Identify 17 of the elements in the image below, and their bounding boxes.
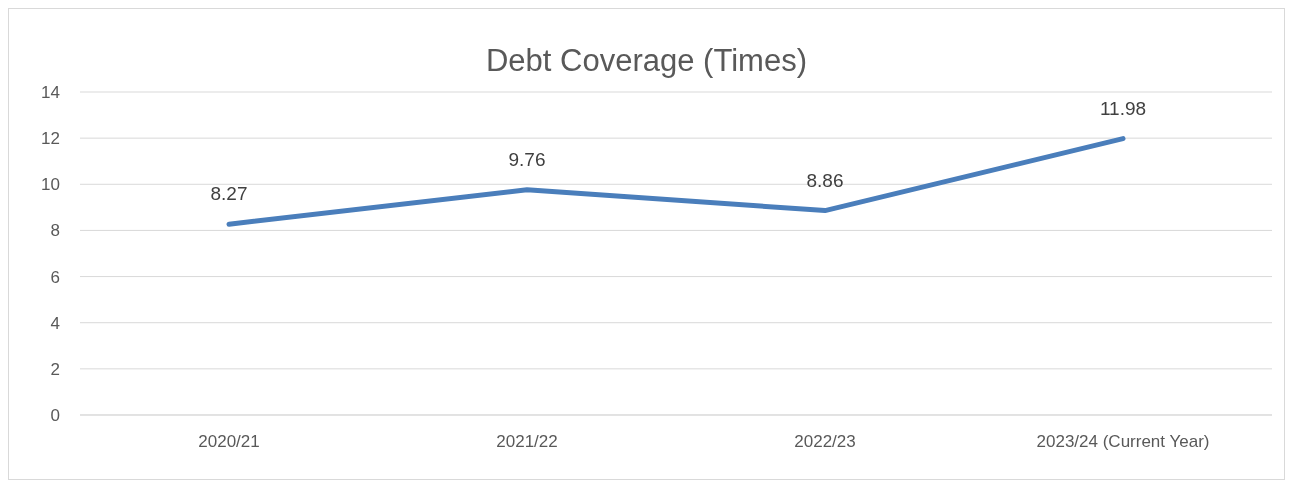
data-label: 8.27 [210,183,248,205]
y-tick-label: 4 [50,313,60,333]
data-label: 8.86 [806,169,844,191]
y-tick-label: 2 [50,359,60,379]
data-label: 9.76 [508,148,546,170]
x-tick-label: 2022/23 [794,432,856,452]
y-tick-label: 0 [50,406,60,426]
y-tick-label: 14 [41,83,60,103]
x-tick-label: 2021/22 [496,432,558,452]
x-tick-label: 2023/24 (Current Year) [1036,432,1210,452]
y-tick-label: 12 [41,129,60,149]
y-tick-label: 10 [41,175,60,195]
x-tick-label: 2020/21 [198,432,260,452]
y-tick-label: 6 [50,267,60,287]
chart-title: Debt Coverage (Times) [485,42,808,79]
data-label: 11.98 [1099,97,1147,119]
y-tick-label: 8 [50,221,60,241]
